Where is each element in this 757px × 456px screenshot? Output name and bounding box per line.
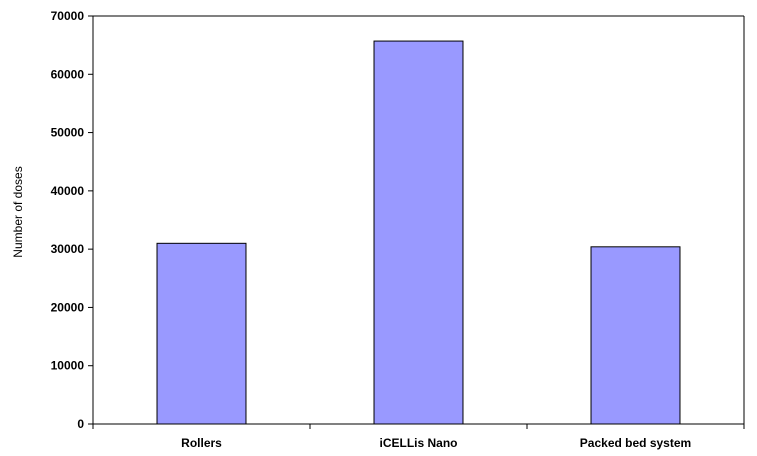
bar-packed-bed-system [590, 246, 681, 425]
bars [156, 40, 681, 425]
y-tick-label: 40000 [51, 184, 85, 198]
x-category-label: Packed bed system [580, 436, 691, 450]
bar-icellis-nano [373, 40, 464, 425]
y-tick-label: 30000 [51, 242, 85, 256]
x-axis-ticks: Rollers iCELLis Nano Packed bed system [92, 424, 745, 450]
y-tick-label: 60000 [51, 67, 85, 81]
y-axis-ticks: 0 10000 20000 30000 40000 50000 60000 70000 [51, 9, 93, 431]
x-category-label: Rollers [181, 436, 222, 450]
y-tick-label: 50000 [51, 126, 85, 140]
y-tick-label: 20000 [51, 300, 85, 314]
y-tick-label: 10000 [51, 359, 85, 373]
y-axis-title: Number of doses [11, 166, 25, 257]
x-category-label: iCELLis Nano [379, 436, 457, 450]
axes [92, 15, 745, 425]
bar-rollers [156, 242, 247, 425]
y-tick-label: 70000 [51, 9, 85, 23]
y-tick-label: 0 [77, 417, 84, 431]
